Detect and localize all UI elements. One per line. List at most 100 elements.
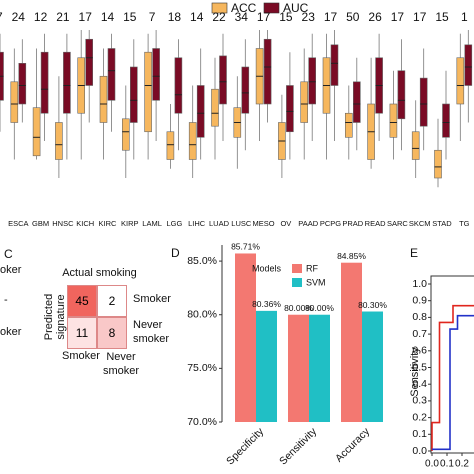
row-label: Never smoker [133, 319, 170, 345]
cut-text: - [4, 294, 8, 306]
y-tick-label: 0.9 [412, 294, 427, 306]
x-tick-label: OV [280, 219, 291, 228]
box [211, 88, 219, 127]
box [219, 55, 227, 105]
frame [430, 275, 474, 454]
legend-label: ACC [231, 1, 257, 15]
count-label: 17 [413, 10, 427, 24]
count-label: 15 [279, 10, 293, 24]
bar [235, 253, 256, 422]
column-label: Never smoker [102, 351, 140, 377]
box [10, 81, 19, 123]
bar [362, 311, 383, 422]
count-label: 23 [302, 10, 316, 24]
bar [341, 262, 362, 422]
legend-label: AUC [283, 1, 309, 15]
bar [288, 314, 309, 422]
x-tick-label: KIRP [121, 219, 139, 228]
value-label: 85.71% [231, 242, 260, 252]
column-label: Smoker [62, 350, 100, 362]
box [330, 44, 339, 86]
x-tick-label: LAML [142, 219, 162, 228]
x-tick-label: PCPG [320, 219, 341, 228]
count-label: 15 [123, 10, 137, 24]
box [99, 75, 108, 123]
panel-label: E [410, 246, 418, 260]
count-label: 14 [101, 10, 115, 24]
panel-label: C [4, 247, 13, 261]
count-label: 14 [190, 10, 204, 24]
legend-swatch [292, 264, 302, 273]
y-tick-label: 80.0% [187, 309, 217, 321]
count-label: 24 [12, 10, 26, 24]
box [389, 103, 398, 138]
value-label: 80.30% [358, 300, 387, 310]
y-tick-label: 0.3 [412, 395, 427, 407]
box [152, 48, 160, 101]
box [464, 44, 473, 86]
legend-title: Models [252, 263, 282, 273]
legend-swatch [263, 2, 280, 14]
box [85, 38, 93, 86]
box [300, 81, 309, 123]
x-tick-label: SKCM [409, 219, 431, 228]
y-tick-label: 0.6 [412, 345, 427, 357]
x-tick-label: LIHC [188, 219, 206, 228]
box [434, 149, 442, 179]
box [40, 51, 49, 114]
x-tick-label: KICH [76, 219, 94, 228]
count-label: 34 [235, 10, 249, 24]
x-tick-label: Sensitivity [277, 425, 319, 467]
x-tick-label: Accuracy [333, 425, 373, 465]
count-label: 17 [79, 10, 93, 24]
box [456, 57, 465, 105]
box [130, 66, 138, 123]
y-tick-label: 0.2 [412, 411, 427, 423]
box [166, 131, 175, 160]
value-label: 80.00% [284, 303, 313, 313]
x-tick-label: LGG [166, 219, 182, 228]
cut-text: oker [0, 326, 22, 338]
y-tick-label: 0.5 [412, 361, 427, 373]
row-title: Predicted signature [43, 293, 67, 341]
x-tick-label: ESCA [8, 219, 28, 228]
value-label: 80.00% [305, 303, 334, 313]
x-tick-label: LUAD [209, 219, 230, 228]
count-label: 17 [391, 10, 405, 24]
bar [309, 314, 330, 422]
x-tick-label: GBM [32, 219, 49, 228]
y-tick-label: 0.1 [412, 428, 427, 440]
x-tick-label: KIRC [99, 219, 118, 228]
x-tick-label: 0.0 [425, 459, 439, 470]
y-tick-label: 1.0 [412, 278, 427, 290]
x-tick-label: Specificity [224, 425, 266, 467]
box [196, 85, 205, 138]
x-tick-label: HNSC [52, 219, 74, 228]
cell: 11 [67, 317, 97, 349]
box [344, 112, 353, 138]
x-tick-label: 0.1 [440, 459, 454, 470]
count-label: 7 [149, 10, 156, 24]
y-tick-label: 0.0 [412, 445, 427, 457]
y-tick-label: 70.0% [187, 416, 217, 428]
y-tick-label: 75.0% [187, 362, 217, 374]
box [442, 103, 450, 138]
x-tick-label: MESO [253, 219, 275, 228]
y-axis-label: Sensitivity [409, 347, 421, 397]
count-label: 50 [346, 10, 360, 24]
box [32, 107, 41, 157]
box [55, 122, 63, 160]
count-label: 15 [435, 10, 449, 24]
box [286, 85, 294, 133]
count-label: 17 [257, 10, 271, 24]
box [411, 131, 420, 160]
x-tick-label: PAAD [298, 219, 318, 228]
box [107, 48, 116, 101]
count-label: 21 [56, 10, 70, 24]
y-tick-label: 0.7 [412, 328, 427, 340]
box [241, 66, 250, 114]
count-label: 18 [168, 10, 182, 24]
x-tick-label: 0.2 [455, 459, 469, 470]
